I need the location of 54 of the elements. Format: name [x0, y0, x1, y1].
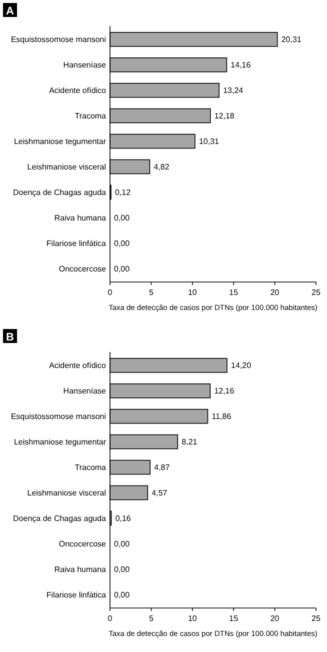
y-tick-label: Filariose linfática [46, 238, 107, 248]
y-tick-label: Leishmaniose tegumentar [14, 438, 106, 447]
y-tick-label: Doença de Chagas aguda [13, 188, 107, 198]
y-tick-label: Acidente ofídico [49, 86, 107, 96]
x-tick-label: 5 [148, 614, 154, 623]
y-tick-label: Esquistossomose mansoni [10, 412, 106, 422]
data-label: 0,12 [114, 188, 132, 198]
y-tick-label: Leishmaniose visceral [27, 162, 106, 172]
data-label: 8,21 [182, 438, 198, 447]
text: B [6, 332, 14, 344]
data-label: 0,00 [114, 590, 130, 600]
data-label: 13,24 [223, 86, 244, 96]
y-tick-label: Hanseníase [63, 386, 107, 396]
data-label: 12,16 [214, 386, 235, 396]
y-tick-label: Esquistossomose mansoni [10, 35, 106, 44]
x-tick-label: 0 [108, 288, 113, 297]
data-label: 4,57 [152, 488, 168, 498]
data-label: 12,18 [214, 112, 235, 121]
text: A [6, 6, 14, 18]
x-tick-label: 5 [148, 288, 154, 297]
x-tick-label: 25 [312, 288, 321, 297]
x-tick-label: 25 [312, 614, 321, 623]
data-label: 0,16 [115, 514, 132, 524]
x-tick-label: 20 [270, 614, 280, 623]
data-label: 0,00 [114, 238, 130, 248]
data-label: 4,87 [154, 463, 170, 472]
data-label: 4,82 [154, 162, 170, 172]
data-label: 0,00 [114, 264, 130, 274]
x-tick-label: 10 [188, 614, 198, 623]
x-tick-label: 10 [188, 288, 198, 297]
data-label: 0,00 [114, 564, 130, 574]
y-tick-label: Raiva humana [54, 564, 107, 574]
data-label: 11,86 [212, 412, 232, 422]
x-tick-label: 20 [270, 288, 280, 297]
y-tick-label: Oncocercose [58, 264, 107, 274]
y-tick-label: Leishmaniose tegumentar [14, 137, 106, 146]
x-tick-label: 15 [229, 614, 239, 623]
y-tick-label: Hanseníase [63, 60, 107, 70]
y-tick-label: Tracoma [74, 463, 107, 472]
x-tick-label: 0 [108, 614, 113, 623]
y-tick-label: Oncocercose [58, 539, 107, 548]
data-label: 0,00 [114, 539, 130, 548]
y-tick-label: Leishmaniose visceral [27, 488, 106, 498]
data-label: 10,31 [198, 137, 220, 146]
y-tick-label: Filariose linfática [46, 590, 107, 600]
data-label: 20,31 [281, 35, 302, 44]
x-tick-label: 15 [229, 288, 239, 297]
y-tick-label: Doença de Chagas aguda [13, 514, 107, 524]
data-label: 14,20 [231, 361, 252, 370]
data-label: 0,00 [114, 213, 130, 222]
y-tick-label: Raiva humana [54, 213, 107, 222]
y-tick-label: Tracoma [74, 112, 107, 121]
data-label: 14,16 [230, 60, 252, 70]
y-tick-label: Acidente ofídico [49, 361, 107, 370]
